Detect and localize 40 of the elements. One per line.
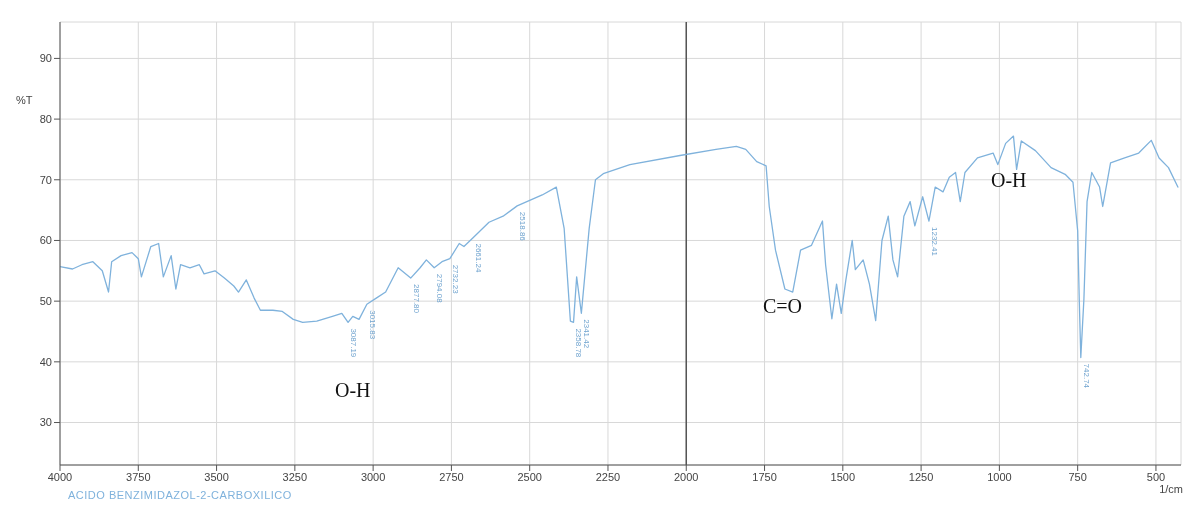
y-tick-label: 80 (39, 113, 52, 125)
y-tick-label: 70 (39, 173, 52, 186)
x-tick-label: 1500 (830, 470, 856, 483)
annotation: 2661.24 (474, 243, 484, 273)
x-tick-label: 2500 (517, 470, 542, 483)
x-tick-label: 3250 (282, 470, 308, 483)
annotation: O-H (335, 379, 371, 402)
x-tick-label: 4000 (47, 470, 73, 483)
x-tick-label: 750 (1068, 470, 1087, 483)
annotation: 1232.41 (929, 227, 939, 257)
annotation: C=O (763, 295, 803, 318)
y-tick-label: 50 (39, 295, 52, 308)
line-series (60, 135, 1179, 359)
annotation: O-H (991, 169, 1027, 192)
y-tick-label: 30 (39, 416, 52, 429)
y-axis-title: %T (16, 94, 33, 106)
annotation: 2341.42 (582, 319, 592, 349)
annotation: 2877.80 (411, 284, 421, 314)
x-tick-label: 3000 (360, 470, 386, 483)
x-tick-label: 500 (1146, 470, 1166, 483)
annotation: 3015.83 (367, 310, 377, 340)
x-tick-label: 1750 (752, 470, 777, 483)
y-tick-label: 40 (39, 355, 52, 368)
text: ACIDO BENZIMIDAZOL-2-CARBOXILICO (68, 489, 292, 501)
annotation: 3087.19 (348, 328, 358, 358)
annotation: 2358.78 (574, 328, 584, 358)
x-tick-label: 3500 (204, 470, 229, 483)
x-tick-label: 2000 (674, 470, 699, 483)
annotation: 742.74 (1081, 363, 1091, 389)
x-tick-label: 3750 (126, 470, 151, 483)
x-axis-title: 1/cm (1159, 483, 1183, 495)
x-tick-label: 1000 (987, 470, 1012, 483)
x-tick-label: 2750 (439, 470, 464, 483)
y-tick-label: 90 (39, 52, 52, 65)
x-tick-label: 1250 (908, 470, 934, 483)
y-tick-label: 60 (39, 234, 52, 247)
annotation: 2518.86 (518, 211, 528, 242)
annotation: 2732.23 (450, 264, 460, 295)
x-tick-label: 2250 (595, 470, 621, 483)
annotation: 2794.08 (435, 273, 445, 304)
